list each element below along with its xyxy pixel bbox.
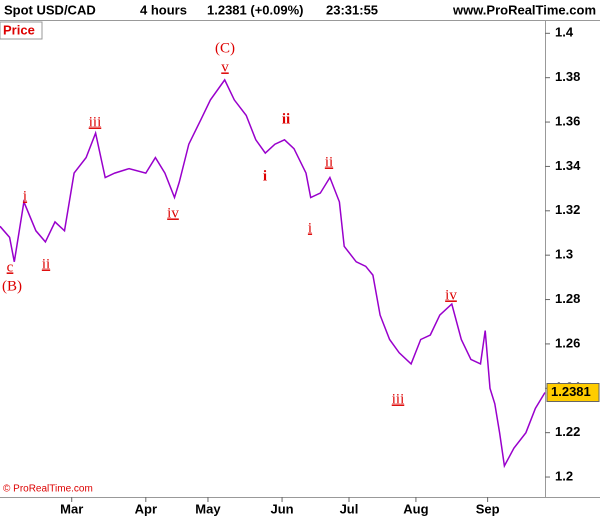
wave-label: i [23, 188, 27, 204]
wave-label: iii [89, 114, 102, 130]
wave-label: iii [392, 391, 405, 407]
wave-label: ii [42, 256, 50, 272]
wave-label: i [308, 220, 312, 236]
y-tick-label: 1.38 [555, 69, 580, 84]
x-tick-label: Aug [403, 501, 428, 516]
wave-label: v [221, 59, 229, 75]
interval: 4 hours [140, 2, 187, 17]
y-tick-label: 1.32 [555, 202, 580, 217]
symbol: Spot USD/CAD [4, 2, 96, 17]
panel-label: Price [3, 22, 35, 37]
last-price-box [546, 383, 600, 403]
wave-label: i [263, 168, 267, 184]
wave-label: iv [167, 205, 179, 221]
y-tick-label: 1.26 [555, 335, 580, 350]
x-tick-label: Jun [270, 501, 293, 516]
y-tick-label: 1.2 [555, 468, 573, 483]
wave-label: (B) [2, 278, 22, 294]
x-tick-label: May [195, 501, 221, 516]
price-line [0, 78, 546, 469]
wave-label: ii [282, 111, 290, 127]
site: www.ProRealTime.com [452, 2, 596, 17]
panel-label-box [0, 21, 43, 40]
time: 23:31:55 [326, 2, 378, 17]
wave-label: ii [325, 154, 333, 170]
y-tick-label: 1.4 [555, 25, 574, 40]
quote: 1.2381 (+0.09%) [207, 2, 303, 17]
y-tick-label: 1.34 [555, 158, 581, 173]
x-tick-label: Sep [476, 501, 500, 516]
x-tick-label: Mar [60, 501, 83, 516]
wave-label: iv [445, 287, 457, 303]
x-tick-label: Jul [340, 501, 359, 516]
y-tick-label: 1.28 [555, 291, 580, 306]
wave-label: (C) [215, 40, 235, 56]
last-price-label: 1.2381 [551, 384, 591, 399]
y-tick-label: 1.36 [555, 113, 580, 128]
x-tick-label: Apr [135, 501, 157, 516]
y-tick-label: 1.22 [555, 424, 580, 439]
wave-label: c [7, 259, 14, 275]
y-tick-label: 1.3 [555, 247, 573, 262]
copyright: © ProRealTime.com [3, 484, 93, 495]
